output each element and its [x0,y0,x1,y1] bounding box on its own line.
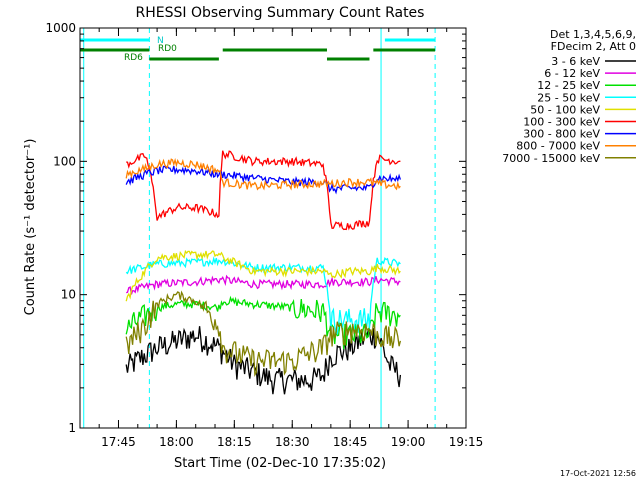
y-tick-label-3: 1000 [45,21,76,35]
legend-label-6: 300 - 800 keV [523,128,600,141]
y-axis-label: Count Rate (s⁻¹ detector⁻¹) [23,139,38,316]
x-tick-label-1: 18:00 [159,435,194,449]
y-tick-label-0: 1 [68,421,76,435]
legend-label-8: 7000 - 15000 keV [502,152,600,165]
legend: Det 1,3,4,5,6,9,FDecim 2, Att 0 3 - 6 keV… [502,28,636,165]
x-tick-label-5: 19:00 [391,435,426,449]
series-100-300-kev [126,150,401,231]
flag-label-3: RD6 [124,53,143,63]
x-axis-label: Start Time (02-Dec-10 17:35:02) [174,456,386,471]
y-tick-label-2: 100 [53,154,76,168]
series-line-6-0 [125,165,402,195]
legend-label-1: 6 - 12 keV [544,67,600,80]
chart-title: RHESSI Observing Summary Count Rates [136,5,425,21]
legend-label-4: 50 - 100 keV [530,103,600,116]
legend-label-2: 12 - 25 keV [537,79,600,92]
series-6-12-kev [126,274,401,295]
series-25-50-kev [125,256,401,335]
flag-label-1: N [157,36,164,46]
series-line-4-0 [125,249,401,302]
x-tick-label-2: 18:15 [217,435,252,449]
series-line-5-0 [126,150,401,231]
series-line-1-0 [126,274,401,295]
x-tick-label-3: 18:30 [275,435,310,449]
footer-timestamp: 17-Oct-2021 12:56 [560,469,636,478]
flag-label-2: RD0 [158,44,177,54]
series-line-7-0 [125,157,401,191]
legend-header-0: Det 1,3,4,5,6,9, [550,28,636,41]
data-layer [83,28,436,428]
legend-label-7: 800 - 7000 keV [516,140,600,153]
x-tick-label-4: 18:45 [333,435,368,449]
series-300-800-kev [125,165,402,195]
series-line-0-0 [125,326,402,395]
series-800-7000-kev [125,157,401,191]
series-line-8-0 [125,290,402,378]
series-7000-15000-kev [125,290,402,378]
legend-header-1: FDecim 2, Att 0 [551,40,636,53]
legend-label-3: 25 - 50 keV [537,91,600,104]
x-tick-label-0: 17:45 [101,435,136,449]
x-tick-label-6: 19:15 [449,435,484,449]
legend-label-0: 3 - 6 keV [551,55,600,68]
series-50-100-kev [125,249,401,302]
plot-frame [79,27,467,429]
y-tick-label-1: 10 [61,288,76,302]
legend-label-5: 100 - 300 keV [523,116,600,129]
series-line-3-0 [125,256,401,335]
series-3-6-kev [125,326,402,395]
axes-layer: 1 10 100 1000 17:45 18:00 18:15 18:30 18:45 19:00… [45,21,483,449]
